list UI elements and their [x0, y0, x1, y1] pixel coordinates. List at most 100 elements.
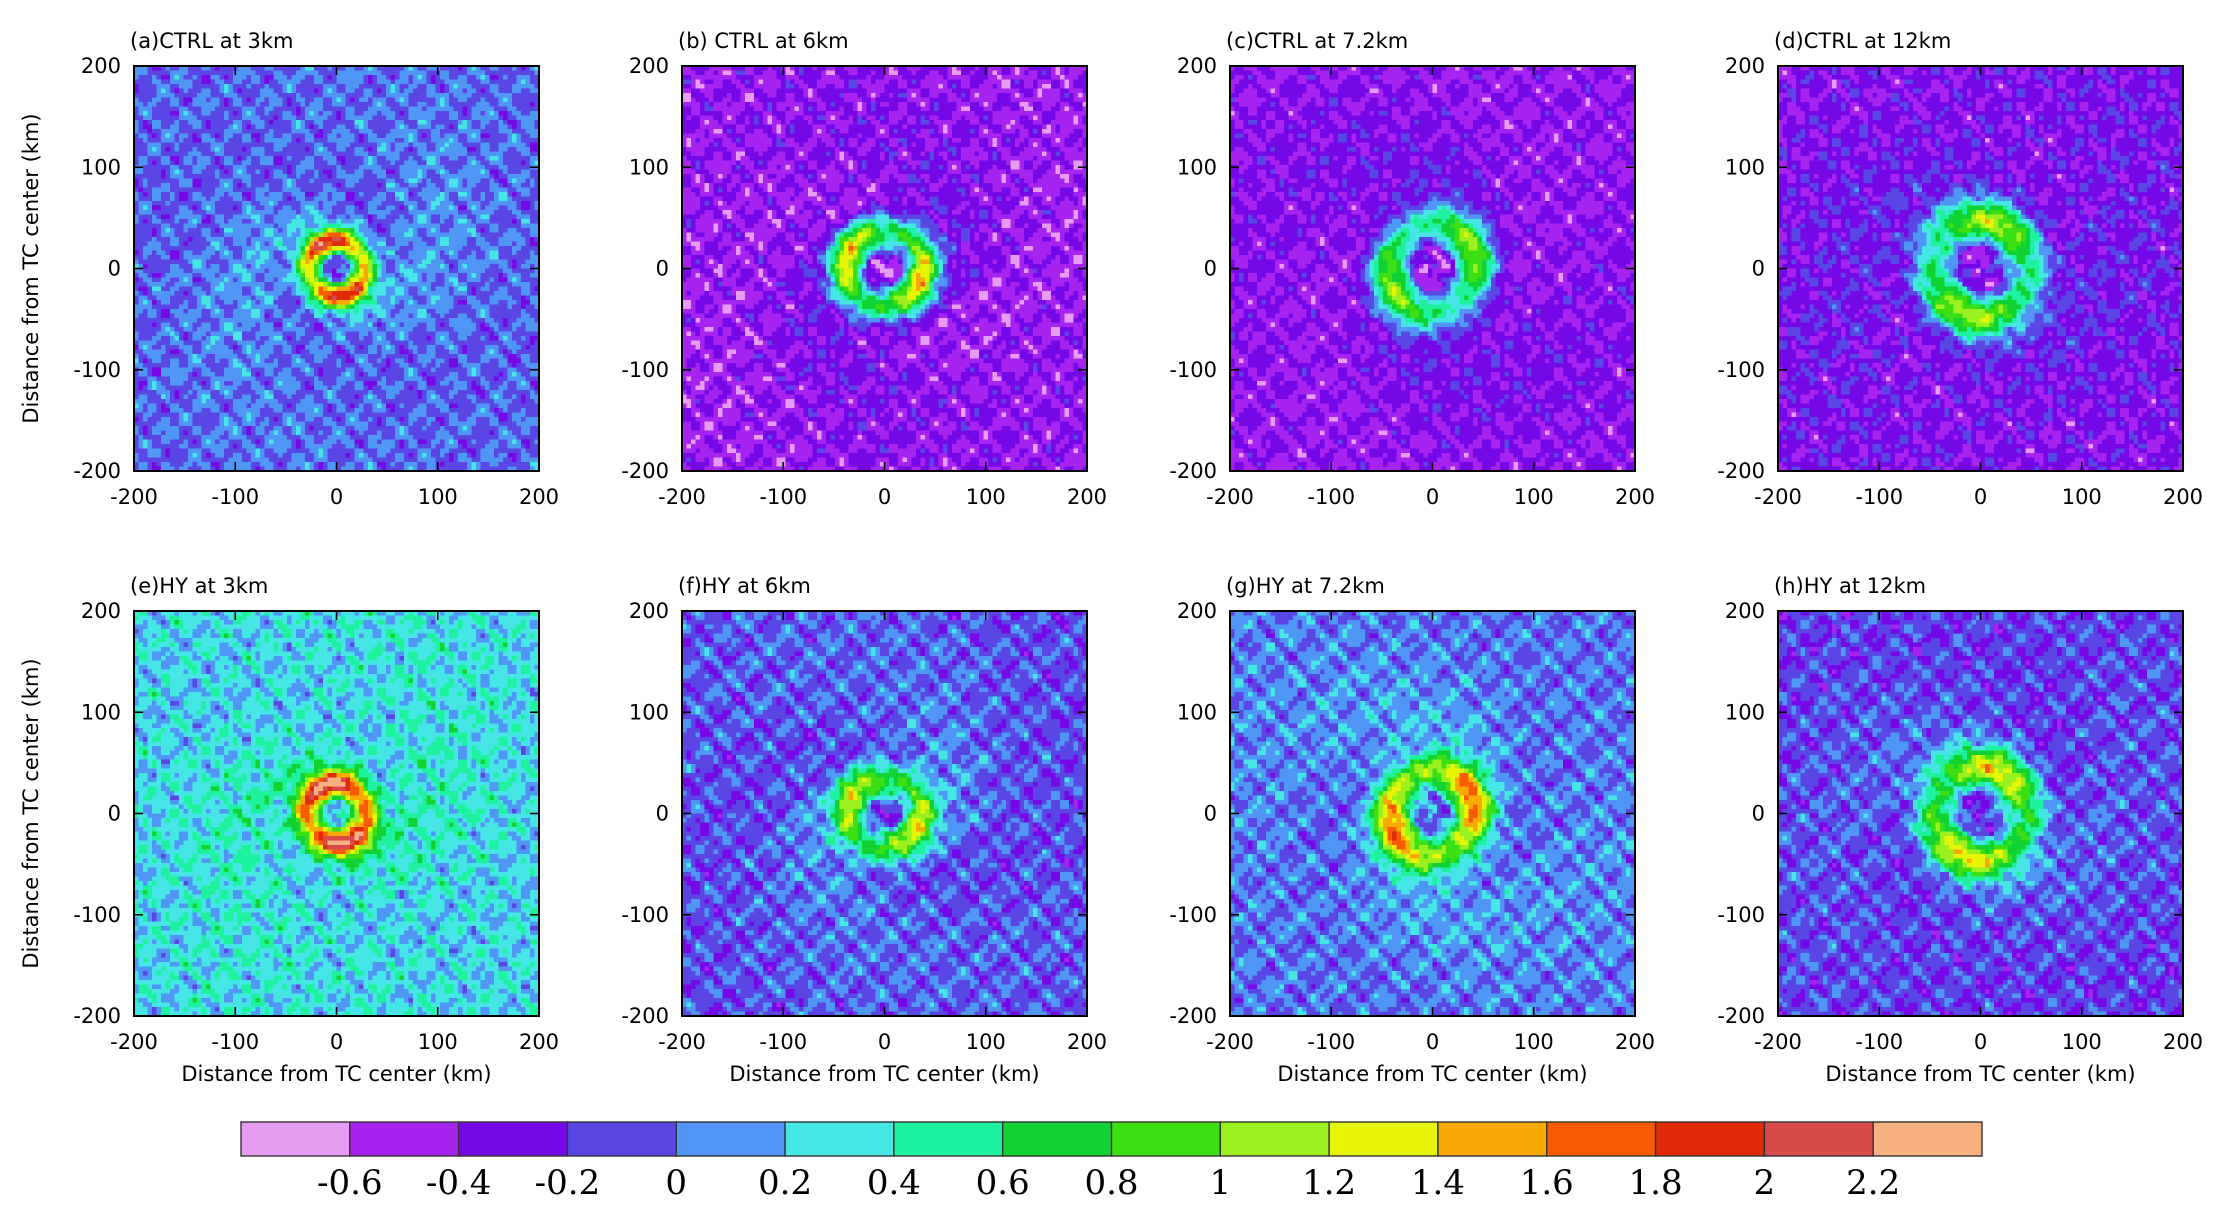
heatmap-cell — [382, 179, 387, 184]
heatmap-cell — [143, 228, 148, 233]
heatmap-cell — [274, 309, 279, 314]
heatmap-cell — [526, 215, 531, 220]
heatmap-cell — [197, 152, 202, 157]
heatmap-cell — [143, 192, 148, 197]
heatmap-cell — [368, 147, 373, 152]
heatmap-cell — [274, 237, 279, 242]
heatmap-cell — [287, 314, 292, 319]
heatmap-cell — [337, 197, 342, 202]
heatmap-cell — [373, 138, 378, 143]
heatmap-cell — [422, 255, 427, 260]
heatmap-cell — [355, 278, 360, 283]
heatmap-cell — [512, 89, 517, 94]
heatmap-cell — [364, 201, 369, 206]
heatmap-cell — [148, 102, 153, 107]
heatmap-cell — [328, 102, 333, 107]
heatmap-cell — [449, 179, 454, 184]
heatmap-cell — [436, 260, 441, 265]
heatmap-cell — [382, 183, 387, 188]
heatmap-cell — [188, 156, 193, 161]
heatmap-cell — [269, 161, 274, 166]
heatmap-cell — [220, 183, 225, 188]
heatmap-cell — [503, 84, 508, 89]
heatmap-cell — [386, 219, 391, 224]
heatmap-cell — [346, 84, 351, 89]
heatmap-cell — [521, 152, 526, 157]
heatmap-cell — [314, 269, 319, 274]
heatmap-cell — [382, 300, 387, 305]
heatmap-cell — [310, 116, 315, 121]
heatmap-cell — [427, 93, 432, 98]
heatmap-cell — [467, 120, 472, 125]
heatmap-cell — [499, 224, 504, 229]
heatmap-cell — [193, 291, 198, 296]
heatmap-cell — [278, 197, 283, 202]
heatmap-cell — [175, 192, 180, 197]
heatmap-cell — [490, 143, 495, 148]
heatmap-cell — [301, 75, 306, 80]
heatmap-cell — [328, 192, 333, 197]
heatmap-cell — [310, 197, 315, 202]
heatmap-cell — [359, 264, 364, 269]
heatmap-cell — [463, 174, 468, 179]
heatmap-cell — [161, 219, 166, 224]
heatmap-cell — [278, 228, 283, 233]
heatmap-cell — [206, 201, 211, 206]
heatmap-cell — [274, 210, 279, 215]
heatmap-cell — [157, 278, 162, 283]
heatmap-cell — [463, 107, 468, 112]
heatmap-cell — [143, 179, 148, 184]
heatmap-cell — [215, 228, 220, 233]
heatmap-cell — [215, 210, 220, 215]
heatmap-cell — [323, 278, 328, 283]
heatmap-cell — [283, 201, 288, 206]
heatmap-cell — [278, 287, 283, 292]
heatmap-cell — [292, 188, 297, 193]
heatmap-cell — [413, 260, 418, 265]
heatmap-cell — [206, 102, 211, 107]
heatmap-cell — [350, 111, 355, 116]
heatmap-cell — [467, 161, 472, 166]
heatmap-cell — [521, 107, 526, 112]
heatmap-cell — [355, 183, 360, 188]
heatmap-cell — [296, 264, 301, 269]
heatmap-cell — [521, 237, 526, 242]
heatmap-cell — [377, 278, 382, 283]
heatmap-cell — [188, 165, 193, 170]
heatmap-cell — [310, 264, 315, 269]
heatmap-cell — [400, 291, 405, 296]
heatmap-cell — [314, 201, 319, 206]
heatmap-cell — [283, 215, 288, 220]
heatmap-cell — [161, 269, 166, 274]
heatmap-cell — [404, 143, 409, 148]
heatmap-cell — [494, 215, 499, 220]
heatmap-cell — [400, 251, 405, 256]
heatmap-cell — [143, 188, 148, 193]
heatmap-cell — [242, 273, 247, 278]
heatmap-cell — [368, 201, 373, 206]
heatmap-cell — [400, 224, 405, 229]
heatmap-cell — [251, 75, 256, 80]
heatmap-cell — [427, 206, 432, 211]
heatmap-cell — [445, 84, 450, 89]
heatmap-cell — [359, 206, 364, 211]
heatmap-cell — [305, 161, 310, 166]
heatmap-cell — [301, 138, 306, 143]
heatmap-cell — [422, 183, 427, 188]
heatmap-cell — [251, 165, 256, 170]
heatmap-cell — [238, 179, 243, 184]
heatmap-cell — [422, 116, 427, 121]
heatmap-cell — [472, 174, 477, 179]
heatmap-cell — [422, 125, 427, 130]
heatmap-cell — [395, 129, 400, 134]
heatmap-cell — [499, 219, 504, 224]
heatmap-cell — [179, 170, 184, 175]
heatmap-cell — [413, 237, 418, 242]
heatmap-cell — [481, 147, 486, 152]
heatmap-cell — [233, 111, 238, 116]
heatmap-cell — [427, 188, 432, 193]
heatmap-cell — [175, 255, 180, 260]
heatmap-cell — [472, 197, 477, 202]
heatmap-cell — [319, 93, 324, 98]
heatmap-cell — [256, 246, 261, 251]
